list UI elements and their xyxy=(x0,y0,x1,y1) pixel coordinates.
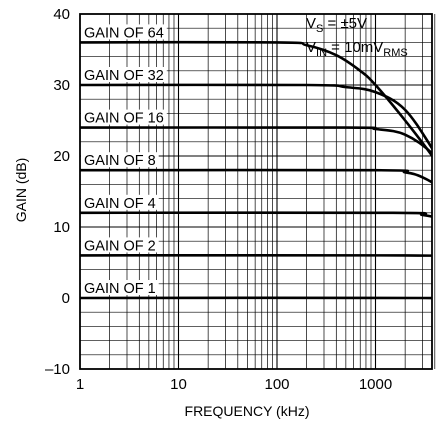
series-line xyxy=(80,211,432,218)
y-tick-label: 20 xyxy=(53,148,70,165)
supply-voltage-annotation: VS = ±5V xyxy=(306,15,367,35)
y-axis-label: GAIN (dB) xyxy=(13,158,29,223)
y-tick-label: 40 xyxy=(53,6,70,23)
curve-label-bg xyxy=(81,237,159,253)
curve-labels: GAIN OF 64 GAIN OF 32 GAIN OF 16 GAIN OF 8 G… xyxy=(81,24,167,297)
curves xyxy=(80,40,432,300)
curve-label-bg xyxy=(81,24,167,40)
x-tick-label: 1 xyxy=(76,376,84,393)
plot-frame xyxy=(79,13,433,370)
curve-label: GAIN OF 4 xyxy=(84,196,156,212)
x-tick-label: 100 xyxy=(264,376,289,393)
x-tick-label: 1000 xyxy=(359,376,392,393)
series-line xyxy=(80,126,432,156)
series-line xyxy=(80,40,432,158)
y-tick-label: 30 xyxy=(53,77,70,94)
series-line xyxy=(80,253,432,257)
curve-label: GAIN OF 64 xyxy=(84,25,164,41)
curve-label: GAIN OF 32 xyxy=(84,68,164,84)
y-tick-label: 10 xyxy=(53,219,70,236)
curve-label-bg xyxy=(81,152,159,168)
series-line xyxy=(80,83,432,151)
curve-label-bg xyxy=(81,280,159,295)
curve-label-bg xyxy=(81,109,167,125)
y-tick-label: –10 xyxy=(45,361,70,378)
curve-label: GAIN OF 1 xyxy=(84,281,156,297)
input-voltage-annotation: VIN = 10mVRMS xyxy=(306,39,408,59)
series-line xyxy=(80,296,432,300)
x-tick-label: 10 xyxy=(170,376,187,393)
curve-label: GAIN OF 16 xyxy=(84,111,164,127)
conditions-annotation: VS = ±5V VIN = 10mVRMS xyxy=(306,15,408,59)
y-tick-label: 0 xyxy=(62,290,70,307)
series-line xyxy=(80,168,432,184)
curve-label-bg xyxy=(81,67,167,82)
curve-label-bg xyxy=(81,194,159,210)
curve-label: GAIN OF 8 xyxy=(84,153,156,169)
x-axis-label: FREQUENCY (kHz) xyxy=(185,403,310,419)
curve-label: GAIN OF 2 xyxy=(84,238,156,254)
